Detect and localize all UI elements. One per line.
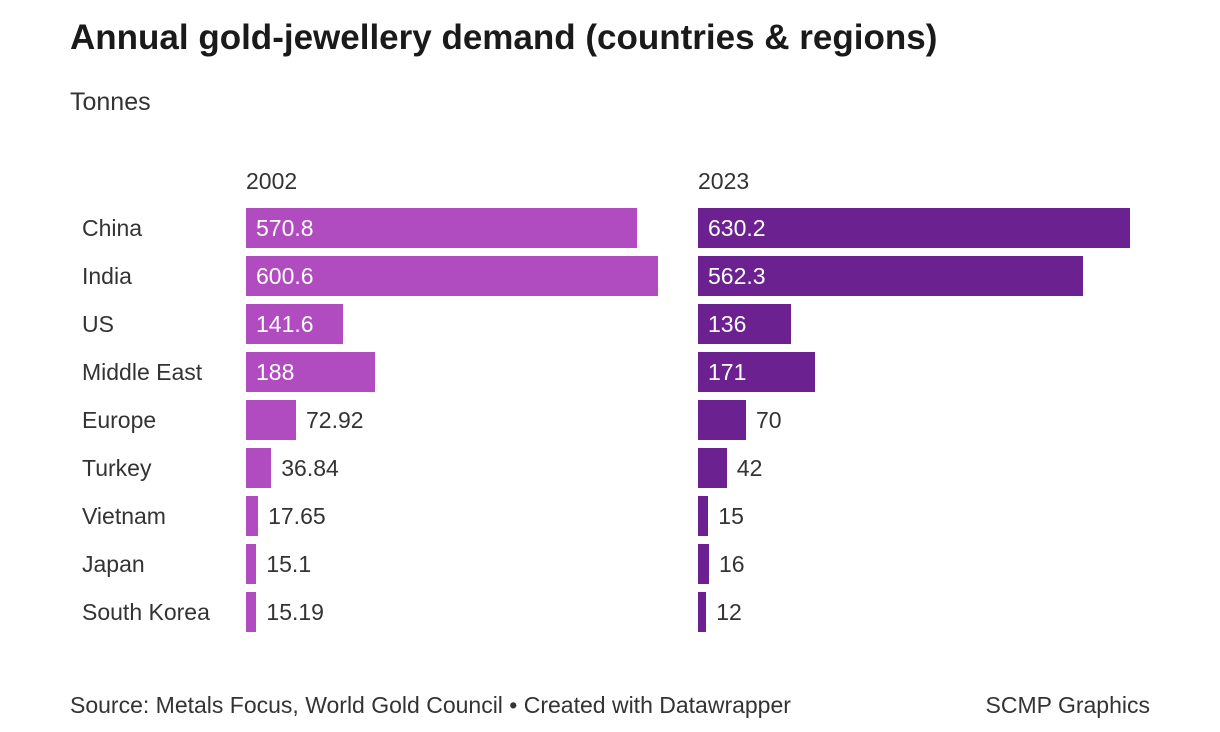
bar	[698, 208, 1130, 248]
source-note: Source: Metals Focus, World Gold Council…	[70, 692, 791, 718]
bar	[246, 352, 375, 392]
data-label: 188	[256, 359, 295, 385]
bar	[246, 496, 259, 536]
bar	[246, 256, 658, 296]
data-label: 12	[716, 599, 742, 625]
data-label: 136	[708, 311, 747, 337]
bar	[246, 400, 296, 440]
credit: SCMP Graphics	[985, 692, 1150, 718]
bar	[698, 496, 709, 536]
category-label: Middle East	[82, 359, 203, 385]
data-label: 630.2	[708, 215, 766, 241]
data-label: 600.6	[256, 263, 314, 289]
data-label: 17.65	[268, 503, 326, 529]
data-label: 42	[736, 455, 763, 481]
data-label: 15.19	[266, 599, 324, 625]
category-label: China	[82, 215, 143, 241]
data-label: 15.1	[266, 551, 312, 577]
bar	[246, 304, 344, 344]
category-label: Japan	[82, 551, 145, 577]
data-label: 70	[755, 407, 782, 433]
data-label: 141.6	[256, 311, 314, 337]
bar	[698, 352, 816, 392]
data-label: 171	[708, 359, 747, 385]
bar	[246, 208, 638, 248]
bar	[698, 592, 707, 632]
data-label: 72.92	[305, 407, 364, 433]
data-label: 562.3	[708, 263, 766, 289]
category-label: Vietnam	[82, 503, 166, 529]
data-label: 16	[718, 551, 745, 577]
category-label: South Korea	[82, 599, 210, 625]
bar	[698, 448, 727, 488]
category-label: US	[82, 311, 114, 337]
bar	[698, 544, 709, 584]
bar	[246, 448, 272, 488]
category-label: Turkey	[82, 455, 152, 481]
bar	[698, 256, 1084, 296]
chart-subtitle: Tonnes	[70, 88, 151, 116]
bar	[698, 400, 746, 440]
bar	[246, 592, 257, 632]
bar	[698, 304, 792, 344]
category-label: India	[82, 263, 132, 289]
column-header-2023: 2023	[698, 168, 750, 194]
data-label: 36.84	[281, 455, 339, 481]
category-label: Europe	[82, 407, 157, 433]
column-header-2002: 2002	[246, 168, 298, 194]
data-label: 570.8	[256, 215, 314, 241]
data-label: 15	[718, 503, 744, 529]
chart-title: Annual gold-jewellery demand (countries …	[70, 18, 938, 57]
bar	[246, 544, 257, 584]
